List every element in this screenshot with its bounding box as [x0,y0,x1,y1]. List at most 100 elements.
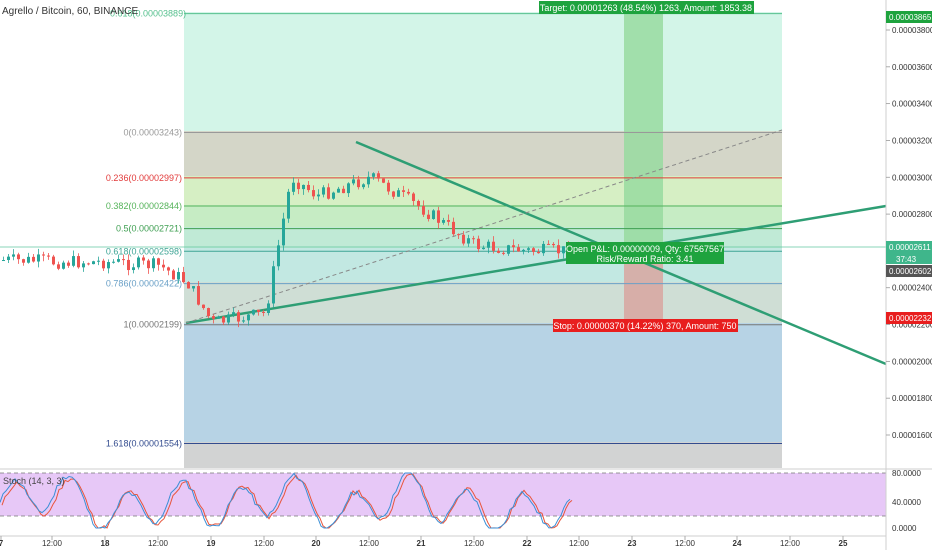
stoch-d-line [1,473,573,529]
candle [202,304,205,309]
candle [182,272,185,283]
candle [217,316,220,319]
price-tick: 0.00001800 [892,394,932,403]
candle [522,249,525,252]
stop-label-text: Stop: 0.00000370 (14.22%) 370, Amount: 7… [553,321,736,331]
time-tick: 19 [207,539,216,548]
time-tick: 25 [839,539,848,548]
fib-label-7: 1(0.00002199) [123,320,182,330]
candle [177,272,180,280]
candle [197,286,200,305]
price-tick: 0.00003000 [892,173,932,182]
time-tick: 24 [733,539,742,548]
fib-zone-0786 [184,282,782,323]
candle [62,262,65,269]
candle [442,220,445,223]
candle [452,221,455,235]
candle [497,250,500,253]
candle [422,206,425,215]
candle [32,256,35,262]
price-tag-last: 0.00002602 [886,265,932,277]
candle [307,184,310,191]
price-tick: 0.00002400 [892,284,932,293]
fib-retracement[interactable] [184,12,782,468]
candle [2,260,5,262]
candle [562,246,565,254]
candle [412,193,415,201]
trend-line-lower[interactable] [185,204,887,325]
candle [292,182,295,192]
price-tag-stop: 0.00002232 [886,312,932,324]
candle [302,184,305,190]
candle [332,192,335,199]
candle [387,182,390,192]
candle [127,259,130,271]
candle [462,234,465,244]
time-tick: 23 [628,539,637,548]
time-tick: 12:00 [464,539,485,548]
candle [397,190,400,197]
candle [322,187,325,195]
candle [107,262,110,269]
candle [272,266,275,304]
candle [472,238,475,240]
candle [457,234,460,236]
candle [222,316,225,323]
candle [132,267,135,271]
time-tick: 7 [0,539,4,548]
stoch-pane[interactable]: Stoch (14, 3, 3) [0,468,932,529]
candle [487,241,490,248]
candle [477,238,480,250]
stoch-tick: 80.0000 [892,469,921,478]
time-axis[interactable]: 7 12:00 18 12:00 19 12:00 20 12:00 21 12:00 22 12:0… [0,535,886,548]
price-tick: 0.00003200 [892,136,932,145]
candle [287,191,290,219]
fib-label-5: 0.618(0.00002598) [106,246,182,256]
candle [52,256,55,265]
candle [542,243,545,254]
candle [262,311,265,314]
stoch-tick: 40.0000 [892,498,921,507]
price-tick: 0.00002200 [892,321,932,330]
price-tick: 0.00003800 [892,26,932,35]
candle [17,254,20,260]
candle [267,303,270,314]
candle [297,182,300,190]
candle [327,187,330,199]
time-tick: 20 [312,539,321,548]
candle [492,241,495,251]
time-tick: 22 [523,539,532,548]
candle [552,243,555,246]
price-tick: 0.00003600 [892,63,932,72]
candle [527,248,530,250]
candle [72,256,75,266]
candle [192,286,195,289]
fib-label-8: 1.618(0.00001554) [106,438,182,448]
price-tick: 0.00002800 [892,210,932,219]
candle [42,254,45,256]
candle [467,238,470,244]
candle [137,257,140,268]
candle [447,220,450,222]
fib-zone-0236 [184,176,782,205]
candle [382,178,385,183]
fib-label-2: 0.236(0.00002997) [106,173,182,183]
fib-label-6: 0.786(0.00002422) [106,279,182,289]
stop-zone [624,260,663,323]
time-tick: 12:00 [780,539,801,548]
candle [112,261,115,263]
candle [12,254,15,257]
candle [377,173,380,179]
pnl-label-text: Open P&L: 0.00000009, Qty: 67567567 [566,244,724,254]
rr-label-text: Risk/Reward Ratio: 3.41 [596,254,693,264]
candle [227,314,230,323]
candle [22,259,25,263]
price-tick: 0.00003400 [892,100,932,109]
candle [507,245,510,254]
candle [532,248,535,252]
candle [97,260,100,262]
candle [212,316,215,319]
price-tick: 0.00001600 [892,431,932,440]
candle [357,179,360,188]
